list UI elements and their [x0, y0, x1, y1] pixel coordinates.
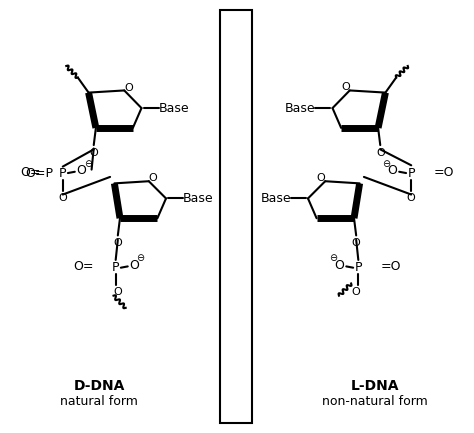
Text: ⊖: ⊖: [382, 158, 391, 168]
Text: P: P: [112, 261, 119, 274]
Text: O: O: [124, 83, 133, 93]
Text: Base: Base: [158, 102, 189, 115]
Text: Base: Base: [183, 192, 214, 205]
Text: O: O: [129, 259, 139, 272]
Text: O: O: [76, 165, 86, 178]
Text: O=: O=: [73, 260, 93, 273]
Text: O: O: [113, 287, 122, 297]
Text: natural form: natural form: [60, 395, 138, 408]
Text: D-DNA: D-DNA: [73, 379, 125, 394]
Text: O=P: O=P: [25, 167, 53, 180]
Text: O: O: [317, 173, 325, 183]
Text: O: O: [352, 287, 361, 297]
Text: Base: Base: [285, 102, 316, 115]
Text: O: O: [388, 165, 398, 178]
Text: P: P: [355, 261, 362, 274]
Text: ⊖: ⊖: [137, 253, 145, 263]
Text: O=: O=: [20, 166, 40, 179]
Text: ⊖: ⊖: [329, 253, 337, 263]
Text: non-natural form: non-natural form: [322, 395, 428, 408]
Text: O: O: [113, 238, 122, 248]
Text: Base: Base: [260, 192, 291, 205]
Text: P: P: [59, 167, 66, 180]
Text: O: O: [149, 173, 157, 183]
Text: P: P: [408, 167, 415, 180]
Text: O: O: [341, 82, 350, 92]
Text: O: O: [352, 238, 361, 248]
Text: O: O: [90, 148, 98, 158]
Text: =O: =O: [381, 260, 401, 273]
Text: O: O: [335, 259, 345, 272]
Text: O: O: [407, 193, 416, 203]
Text: ⊖: ⊖: [83, 158, 92, 168]
Text: O: O: [58, 193, 67, 203]
Text: O: O: [376, 148, 384, 158]
Text: =O: =O: [434, 166, 454, 179]
Bar: [220, 10, 253, 423]
Text: L-DNA: L-DNA: [350, 379, 399, 394]
